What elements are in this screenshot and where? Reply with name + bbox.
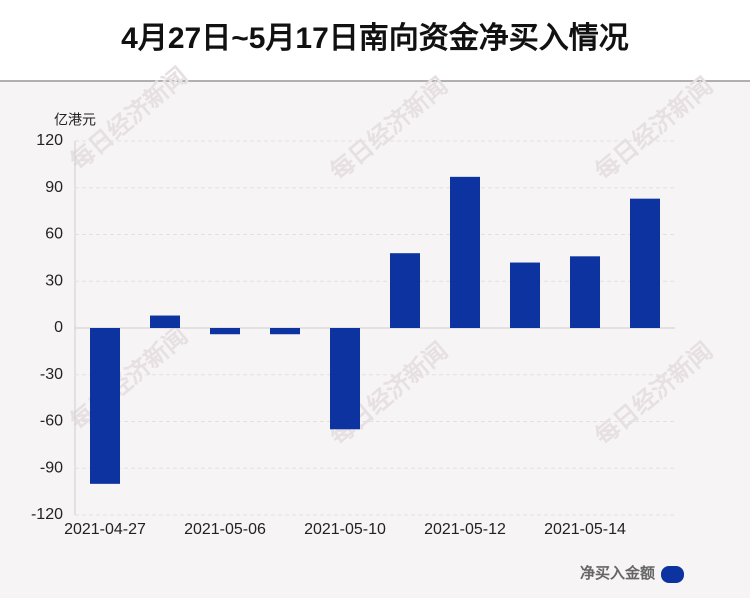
watermark: 每日经济新闻 [590, 337, 718, 451]
bar [330, 328, 360, 430]
bar [150, 315, 180, 328]
bar [210, 328, 240, 335]
y-tick-label: -120 [31, 506, 63, 523]
y-tick-label: 120 [36, 132, 63, 149]
bar [90, 328, 120, 484]
bar [450, 176, 480, 328]
bar [390, 253, 420, 328]
y-tick-label: 90 [45, 179, 63, 196]
watermark: 每日经济新闻 [325, 72, 453, 186]
legend-swatch [661, 566, 684, 583]
y-tick-label: 30 [45, 272, 63, 289]
x-tick-label: 2021-05-12 [424, 521, 506, 538]
y-tick-label: -30 [40, 366, 63, 383]
title-band [0, 0, 750, 80]
bar [570, 256, 600, 328]
chart-title: 4月27日~5月17日南向资金净买入情况 [121, 21, 629, 55]
y-tick-label: -60 [40, 413, 63, 430]
y-tick-label: 0 [54, 319, 63, 336]
y-tick-label: 60 [45, 226, 63, 243]
bar [630, 198, 660, 328]
watermark: 每日经济新闻 [65, 322, 193, 436]
x-tick-label: 2021-05-06 [184, 521, 266, 538]
y-unit: 亿港元 [54, 112, 96, 128]
bar [510, 262, 540, 328]
x-tick-label: 2021-05-14 [544, 521, 626, 538]
x-tick-label: 2021-04-27 [64, 521, 146, 538]
watermark: 每日经济新闻 [590, 72, 718, 186]
legend-label: 净买入金额 [580, 564, 655, 582]
x-tick-label: 2021-05-10 [304, 521, 386, 538]
bar [270, 328, 300, 335]
y-tick-label: -90 [40, 459, 63, 476]
